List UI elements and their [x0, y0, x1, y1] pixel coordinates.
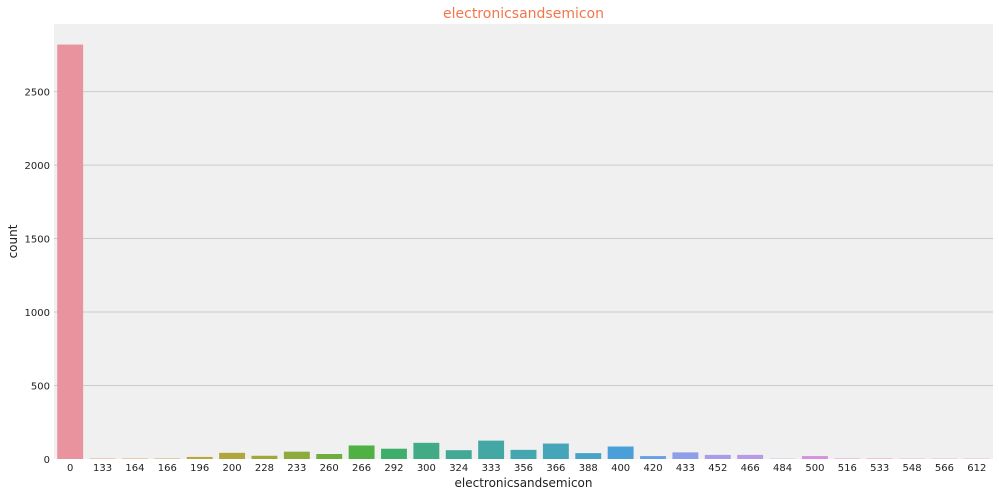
- gridlines: [54, 91, 993, 387]
- x-tick-label: 196: [190, 463, 209, 474]
- bar-324: [445, 450, 472, 459]
- x-tick-label: 566: [935, 463, 954, 474]
- bar-0: [57, 44, 84, 459]
- bar-300: [413, 442, 440, 459]
- bar-466: [737, 454, 764, 459]
- bar-388: [575, 453, 602, 459]
- x-axis-label: electronicsandsemicon: [455, 476, 593, 490]
- chart-title: electronicsandsemicon: [443, 6, 604, 22]
- x-tick-label: 266: [352, 463, 371, 474]
- y-tick-label: 1000: [25, 308, 50, 319]
- y-tick-label: 1500: [25, 235, 50, 246]
- x-tick-label: 484: [773, 463, 792, 474]
- x-tick-label: 0: [67, 463, 73, 474]
- bar-433: [672, 452, 699, 459]
- plot-background: [54, 24, 993, 459]
- bar-200: [219, 452, 246, 459]
- y-tick-labels: 0 500 1000 1500 2000 2500: [25, 88, 50, 466]
- x-tick-label: 333: [482, 463, 501, 474]
- x-tick-labels: 0 133 164 166 196 200 228 233 260 266 292 300 324 333…: [67, 463, 986, 474]
- x-tick-label: 400: [611, 463, 630, 474]
- x-tick-label: 466: [741, 463, 760, 474]
- y-axis-label: count: [6, 224, 20, 258]
- bar-260: [316, 454, 343, 459]
- x-tick-label: 356: [514, 463, 533, 474]
- bar-420: [640, 456, 666, 459]
- x-tick-label: 612: [967, 463, 986, 474]
- bar-333: [478, 440, 505, 459]
- y-tick-label: 2000: [25, 161, 50, 172]
- x-tick-label: 164: [125, 463, 144, 474]
- x-tick-label: 500: [805, 463, 824, 474]
- y-tick-label: 0: [44, 455, 50, 466]
- x-tick-label: 366: [546, 463, 565, 474]
- x-tick-label: 516: [838, 463, 857, 474]
- bar-196: [186, 456, 213, 459]
- x-tick-label: 292: [384, 463, 403, 474]
- bar-356: [510, 449, 537, 459]
- bar-452: [704, 454, 731, 459]
- y-tick-label: 500: [31, 382, 50, 393]
- x-tick-label: 166: [158, 463, 177, 474]
- x-tick-label: 260: [320, 463, 339, 474]
- x-tick-label: 133: [93, 463, 112, 474]
- x-tick-label: 452: [708, 463, 727, 474]
- x-tick-label: 324: [449, 463, 468, 474]
- x-tick-label: 420: [643, 463, 662, 474]
- x-tick-label: 233: [287, 463, 306, 474]
- x-tick-label: 548: [903, 463, 922, 474]
- x-tick-label: 388: [579, 463, 598, 474]
- bar-228: [251, 455, 278, 459]
- x-tick-label: 533: [870, 463, 889, 474]
- bar-292: [381, 448, 407, 459]
- y-tick-label: 2500: [25, 88, 50, 99]
- bar-233: [283, 451, 310, 459]
- x-tick-label: 228: [255, 463, 274, 474]
- bar-500: [801, 456, 828, 459]
- bar-400: [607, 446, 634, 459]
- x-tick-label: 300: [417, 463, 436, 474]
- x-tick-label: 433: [676, 463, 695, 474]
- bar-266: [348, 445, 375, 459]
- x-tick-label: 200: [223, 463, 242, 474]
- bars: [57, 44, 990, 459]
- bar-366: [542, 443, 569, 459]
